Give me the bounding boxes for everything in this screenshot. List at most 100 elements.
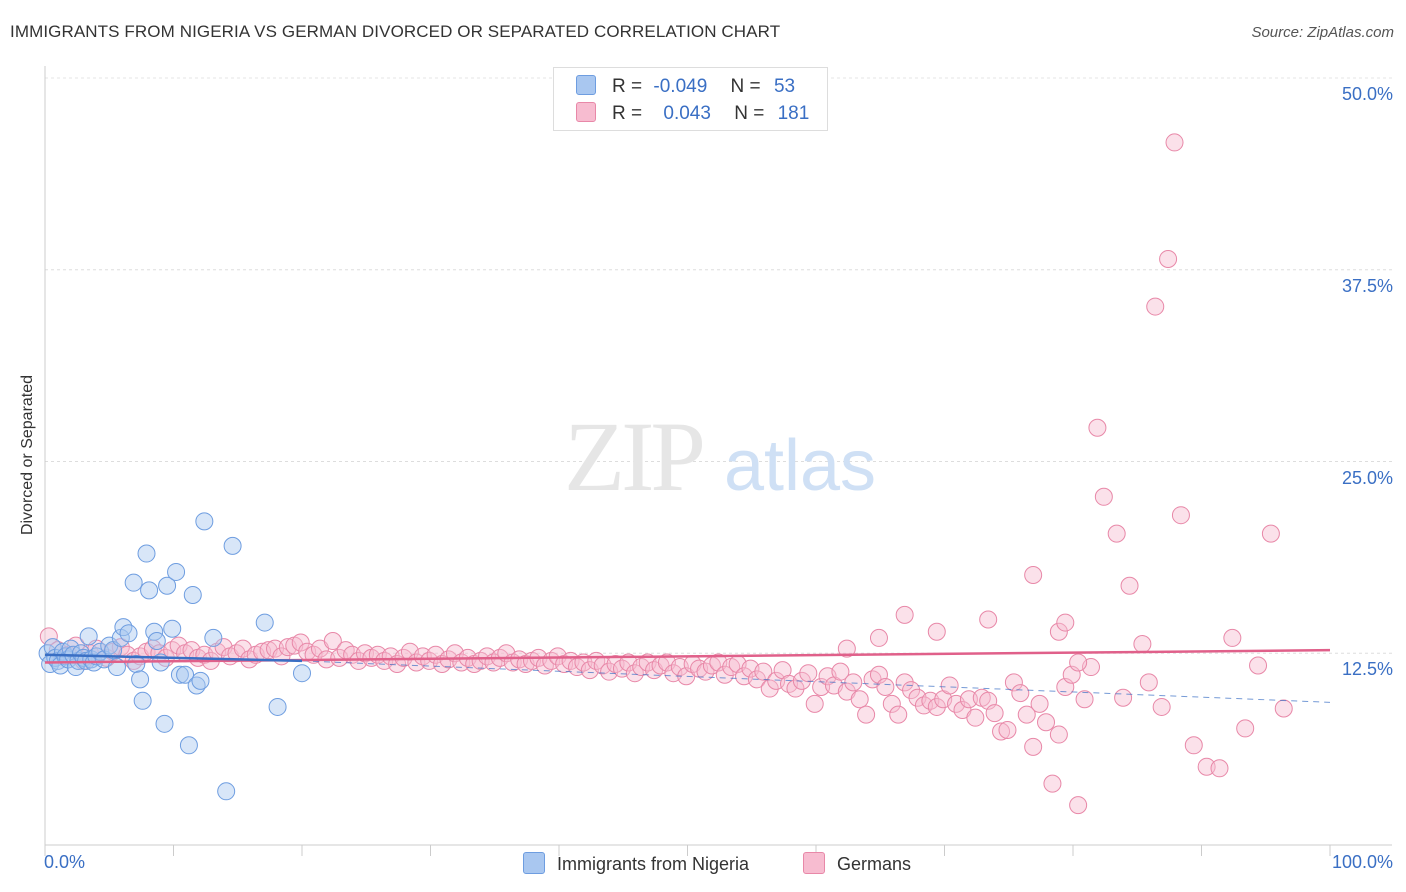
germans-point-183	[927, 622, 946, 641]
germans-point-118	[812, 677, 831, 696]
germans-point-159	[1075, 690, 1094, 709]
germans-point-188	[1139, 673, 1158, 692]
germans-point-117	[805, 694, 824, 713]
nigeria-point-50	[223, 536, 242, 555]
nigeria-point-29	[127, 654, 146, 673]
germans-point-178	[1024, 566, 1043, 585]
germans-point-167	[1159, 250, 1178, 269]
germans-point-182	[837, 639, 856, 658]
germans-point-103	[715, 665, 734, 684]
bottom-legend-label-germans: Germans	[837, 854, 912, 874]
germans-point-145	[985, 704, 1004, 723]
bottom-legend-swatch-nigeria	[523, 852, 545, 874]
bottom-legend-nigeria: Immigrants from Nigeria	[523, 852, 749, 875]
legend-r-label: R =	[612, 103, 643, 124]
germans-point-121	[831, 662, 850, 681]
germans-point-187	[1114, 688, 1133, 707]
germans-point-150	[1017, 705, 1036, 724]
germans-point-42	[323, 631, 342, 650]
germans-point-33	[266, 639, 285, 658]
germans-point-123	[844, 673, 863, 692]
germans-point-185	[1069, 653, 1088, 672]
trend-line-nigeria	[44, 653, 303, 663]
nigeria-point-48	[204, 628, 223, 647]
nigeria-point-51	[255, 613, 274, 632]
germans-point-71	[510, 650, 529, 669]
legend-row-germans: R = 0.043 N = 181	[576, 102, 809, 126]
legend-n-value: 181	[777, 103, 810, 124]
bottom-legend-label-nigeria: Immigrants from Nigeria	[557, 854, 750, 874]
germans-point-172	[1210, 759, 1229, 778]
legend-swatch-germans	[576, 102, 596, 122]
source-label: Source: ZipAtlas.com	[1251, 24, 1394, 41]
germans-point-166	[1146, 297, 1165, 316]
legend-r-value: 0.043	[663, 103, 711, 124]
trend-lines	[44, 648, 1331, 703]
legend-swatch-nigeria	[576, 75, 596, 95]
germans-point-179	[979, 610, 998, 629]
germans-point-136	[927, 697, 946, 716]
nigeria-point-53	[293, 664, 311, 683]
germans-point-184	[1049, 622, 1068, 641]
nigeria-point-39	[163, 619, 182, 638]
germans-point-47	[355, 644, 374, 663]
germans-point-170	[1184, 736, 1203, 755]
legend-n-label: N =	[730, 76, 761, 97]
germans-point-130	[889, 705, 908, 724]
nigeria-point-35	[147, 631, 166, 650]
legend-row-nigeria: R = -0.049 N = 53	[576, 75, 795, 99]
germans-point-114	[786, 679, 805, 698]
watermark-atlas: atlas	[724, 426, 876, 506]
germans-point-134	[914, 696, 933, 715]
germans-point-56	[413, 647, 432, 666]
y-tick-label-1: 25.0%	[1341, 467, 1393, 488]
germans-point-175	[1249, 656, 1268, 675]
germans-point-158	[1069, 796, 1088, 815]
germans-point-86	[606, 654, 625, 673]
germans-point-169	[1171, 506, 1190, 525]
germans-point-149	[1011, 684, 1030, 703]
germans-point-109	[754, 662, 773, 681]
germans-point-116	[799, 664, 818, 683]
legend-r-label: R =	[612, 76, 643, 97]
nigeria-point-30	[131, 670, 150, 689]
germans-point-128	[876, 677, 895, 696]
bottom-legend-germans: Germans	[803, 852, 911, 875]
x-tick-label-0: 0.0%	[44, 852, 86, 872]
germans-point-138	[940, 676, 959, 695]
germans-point-180	[895, 605, 914, 624]
axes	[44, 66, 1392, 856]
legend-r-value: -0.049	[653, 76, 708, 97]
correlation-legend: R = -0.049 N = 53 R = 0.043 N = 181	[553, 67, 828, 131]
nigeria-point-43	[179, 736, 198, 755]
y-tick-label-0: 12.5%	[1341, 659, 1393, 680]
nigeria-point-38	[158, 576, 177, 595]
nigeria-point-49	[217, 782, 236, 801]
nigeria-point-28	[124, 573, 143, 592]
germans-point-165	[1133, 635, 1152, 654]
y-tick-label-3: 50.0%	[1341, 84, 1393, 104]
y-tick-label-2: 37.5%	[1341, 275, 1393, 296]
germans-point-176	[1261, 524, 1280, 543]
germans-point-164	[1120, 576, 1139, 595]
germans-point-147	[998, 720, 1017, 739]
nigeria-point-16	[79, 627, 98, 646]
nigeria-point-31	[133, 691, 152, 710]
nigeria-point-37	[155, 714, 174, 733]
germans-point-173	[1223, 628, 1242, 647]
nigeria-point-44	[183, 585, 202, 604]
nigeria-point-33	[140, 581, 159, 600]
grid-lines	[45, 77, 1392, 654]
nigeria-point-40	[167, 562, 186, 581]
chart-title: IMMIGRANTS FROM NIGERIA VS GERMAN DIVORC…	[10, 22, 781, 41]
germans-point-177	[1274, 699, 1293, 718]
nigeria-point-27	[119, 624, 138, 643]
germans-point-151	[1024, 737, 1043, 756]
germans-point-124	[850, 690, 869, 709]
nigeria-point-52	[268, 697, 287, 716]
germans-point-181	[869, 628, 888, 647]
bottom-legend-swatch-germans	[803, 852, 825, 874]
germans-point-148	[1004, 673, 1023, 692]
watermark-zip: ZIP	[564, 401, 702, 512]
